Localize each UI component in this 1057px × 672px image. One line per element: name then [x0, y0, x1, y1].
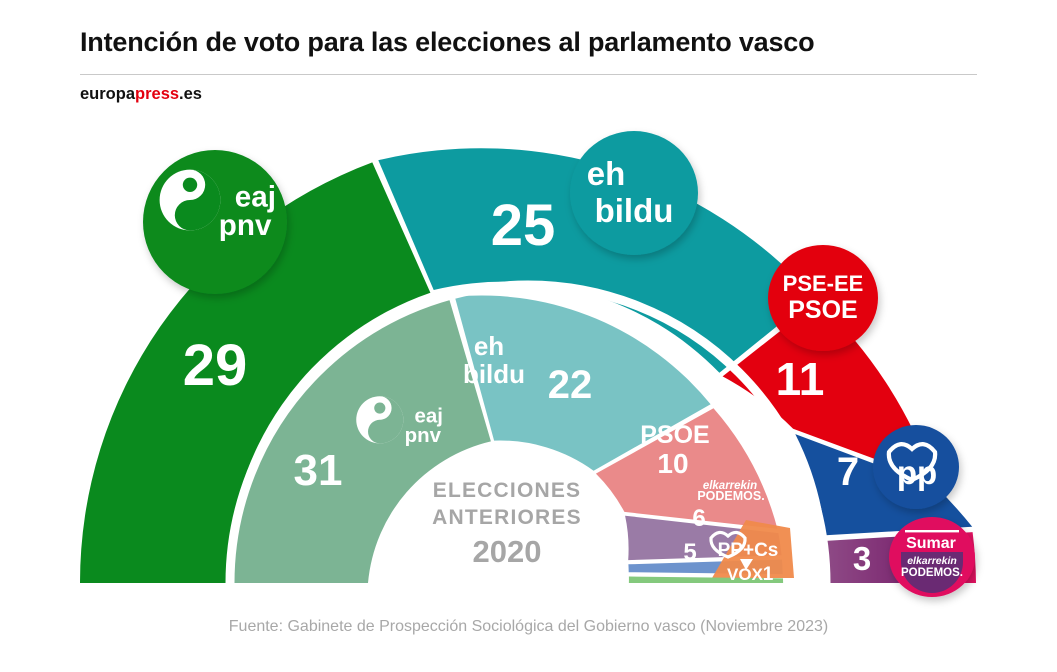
psoe-badge-line1: PSE-EE — [783, 271, 864, 296]
inner-segment-vox[interactable] — [628, 576, 784, 584]
inner-value-psoe: 10 — [657, 448, 688, 479]
ehbildu-badge-circle — [570, 131, 698, 255]
eajpnv-text-eaj: eaj — [235, 180, 276, 213]
eajpnv-inner-text-pnv: pnv — [405, 424, 442, 447]
outer-segment-eajpnv[interactable] — [79, 162, 431, 583]
outer-value-pp: 7 — [837, 450, 859, 494]
ring-separator — [225, 280, 831, 583]
inner-value-vox: 1 — [763, 564, 774, 585]
inner-segment-psoe2020[interactable] — [595, 408, 778, 529]
psoe-badge-circle — [768, 245, 878, 351]
ppcs-label: PP+Cs — [718, 540, 779, 561]
inner-label-ehbildu-l2: bildu — [463, 359, 525, 389]
eajpnv-dot-icon — [374, 402, 386, 414]
inner-segment-cs[interactable] — [712, 520, 794, 578]
inner-value-eajpnv: 31 — [294, 446, 343, 495]
center-line1: ELECCIONES — [433, 479, 582, 502]
source-caption: Fuente: Gabinete de Prospección Sociológ… — [228, 618, 829, 635]
inner-label-psoe: PSOE — [640, 421, 709, 449]
psoe-badge-line2: PSOE — [788, 296, 857, 324]
ehbildu-badge-line2: bildu — [595, 192, 674, 229]
ehbildu-badge-line1: eh — [587, 155, 626, 192]
cs-triangle-icon — [740, 559, 753, 570]
sumar-underline — [905, 530, 959, 533]
outer-value-ehbildu: 25 — [491, 193, 556, 258]
eajpnv-inner-text-eaj: eaj — [415, 404, 443, 427]
inner-segment-eajpnv[interactable] — [232, 298, 491, 583]
inner-label-ehbildu-l1: eh — [474, 331, 504, 361]
inner-segment-ehbildu[interactable] — [454, 295, 711, 471]
inner-label-podemos-l1: elkarrekin — [703, 480, 757, 492]
ppcs-gull-icon — [709, 530, 747, 559]
outer-value-eajpnv: 29 — [183, 333, 248, 398]
inner-ring — [232, 295, 794, 584]
podemos-badge-line1: elkarrekin — [907, 555, 957, 567]
brand-prefix: europa — [80, 85, 136, 103]
brand-accent: press — [135, 85, 180, 103]
pse-ee-psoe-badge[interactable] — [768, 245, 878, 351]
inner-value-ehbildu: 22 — [548, 363, 593, 407]
eajpnv-text-pnv: pnv — [219, 209, 272, 242]
eajpnv-swirl-icon — [174, 169, 221, 231]
eh-bildu-badge[interactable] — [570, 131, 698, 255]
inner-value-podemos: 6 — [692, 505, 705, 532]
center-year: 2020 — [473, 534, 542, 569]
donut-rings — [79, 148, 976, 584]
inner-eajpnv-logo: eaj pnv — [356, 396, 443, 447]
outer-segment-psoe[interactable] — [722, 301, 935, 482]
outer-value-psoe: 11 — [776, 353, 825, 405]
center-line2: ANTERIORES — [432, 506, 582, 529]
eajpnv-badge-content: eaj pnv — [159, 169, 276, 242]
podemos-oval — [901, 552, 963, 593]
eajpnv-swirl-icon — [368, 396, 404, 444]
ppcs-logo: PP+Cs — [709, 530, 779, 570]
eajpnv-dot-icon — [182, 177, 198, 192]
sumar-badge-label: Sumar — [906, 535, 956, 552]
brand-suffix: .es — [179, 85, 202, 103]
inner-value-ppcs: 5 — [683, 539, 696, 566]
inner-label-podemos-l2: PODEMOS. — [697, 489, 764, 503]
brand-logo: europapress.es — [80, 85, 202, 104]
pp-badge-label: pp — [897, 454, 937, 491]
page-title: Intención de voto para las elecciones al… — [80, 27, 815, 57]
podemos-badge-line2: PODEMOS. — [901, 567, 963, 579]
pp-gull-icon — [886, 442, 938, 483]
title-divider — [80, 74, 977, 75]
outer-segment-ehbildu[interactable] — [378, 148, 814, 373]
outer-value-sumar: 3 — [853, 540, 871, 577]
inner-label-vox: VOX — [727, 565, 764, 584]
